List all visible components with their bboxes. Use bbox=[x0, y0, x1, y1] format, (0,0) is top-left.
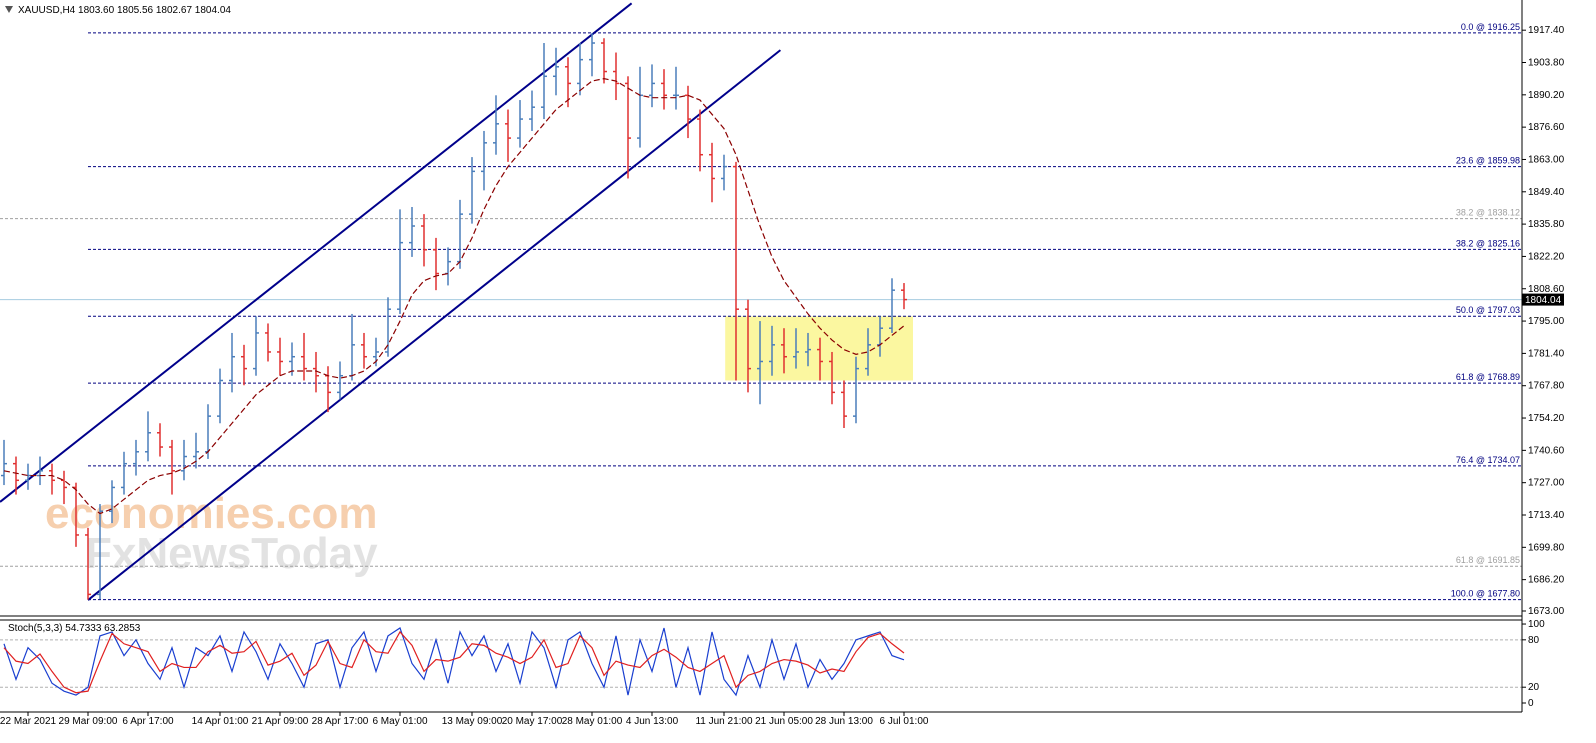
y-tick-label: 1686.20 bbox=[1528, 575, 1565, 586]
x-tick-label: 21 Apr 09:00 bbox=[252, 716, 309, 727]
x-tick-label: 11 Jun 21:00 bbox=[695, 716, 753, 727]
y-tick-label: 1835.80 bbox=[1528, 219, 1565, 230]
chart-title: XAUUSD,H4 1803.60 1805.56 1802.67 1804.0… bbox=[18, 5, 231, 16]
y-tick-label: 1767.80 bbox=[1528, 381, 1565, 392]
y-tick-label: 1849.40 bbox=[1528, 187, 1565, 198]
watermark: FxNewsToday bbox=[85, 529, 378, 578]
stochastic-line bbox=[3, 627, 905, 697]
y-tick-label: 0 bbox=[1528, 698, 1534, 709]
x-tick-label: 28 Jun 13:00 bbox=[815, 716, 873, 727]
x-tick-label: 28 May 01:00 bbox=[562, 716, 623, 727]
y-tick-label: 20 bbox=[1528, 682, 1540, 693]
y-tick-label: 1863.00 bbox=[1528, 154, 1565, 165]
symbol-icon bbox=[5, 6, 13, 13]
channel-line bbox=[0, 2, 633, 503]
x-tick-label: 6 Apr 17:00 bbox=[122, 716, 174, 727]
axes: 1917.40 1903.80 1890.20 1876.60 1863.00 1849.… bbox=[0, 0, 1565, 716]
zone bbox=[725, 316, 913, 381]
x-tick-label: 21 Jun 05:00 bbox=[755, 716, 813, 727]
current-price-label: 1804.04 bbox=[1525, 295, 1562, 306]
x-tick-label: 14 Apr 01:00 bbox=[192, 716, 249, 727]
fib-label: 100.0 @ 1677.80 bbox=[1451, 589, 1520, 599]
fib-label: 23.6 @ 1859.98 bbox=[1456, 156, 1520, 166]
y-tick-label: 1808.60 bbox=[1528, 284, 1565, 295]
y-tick-label: 80 bbox=[1528, 635, 1540, 646]
y-tick-label: 1754.20 bbox=[1528, 413, 1565, 424]
y-tick-label: 100 bbox=[1528, 619, 1545, 630]
y-tick-label: 1673.00 bbox=[1528, 606, 1565, 617]
fib-label: 61.8 @ 1691.85 bbox=[1456, 555, 1520, 565]
y-tick-label: 1890.20 bbox=[1528, 90, 1565, 101]
x-tick-label: 6 Jul 01:00 bbox=[880, 716, 929, 727]
y-tick-label: 1713.40 bbox=[1528, 510, 1565, 521]
current-price-box bbox=[1522, 293, 1564, 306]
moving-average bbox=[3, 78, 905, 515]
y-tick-label: 1699.80 bbox=[1528, 542, 1565, 553]
x-tick-label: 4 Jun 13:00 bbox=[626, 716, 679, 727]
y-tick-label: 1727.00 bbox=[1528, 478, 1565, 489]
y-tick-label: 1795.00 bbox=[1528, 316, 1565, 327]
y-tick-label: 1740.60 bbox=[1528, 445, 1565, 456]
x-tick-label: 6 May 01:00 bbox=[372, 716, 427, 727]
x-tick-label: 13 May 09:00 bbox=[442, 716, 503, 727]
x-tick-label: 22 Mar 2021 bbox=[0, 716, 57, 727]
stochastic-line bbox=[3, 630, 905, 694]
y-tick-label: 1903.80 bbox=[1528, 58, 1565, 69]
fib-label: 76.4 @ 1734.07 bbox=[1456, 455, 1520, 465]
fib-label: 0.0 @ 1916.25 bbox=[1461, 22, 1520, 32]
fib-label: 38.2 @ 1825.16 bbox=[1456, 238, 1520, 248]
x-tick-label: 20 May 17:00 bbox=[502, 716, 563, 727]
stochastic-plot bbox=[0, 627, 1522, 697]
y-tick-label: 1781.40 bbox=[1528, 348, 1565, 359]
main-plot bbox=[0, 2, 1522, 601]
y-tick-label: 1876.60 bbox=[1528, 122, 1565, 133]
channel-line bbox=[87, 49, 782, 601]
x-tick-label: 29 Mar 09:00 bbox=[59, 716, 118, 727]
fib-label: 50.0 @ 1797.03 bbox=[1456, 305, 1520, 315]
fib-label: 61.8 @ 1768.89 bbox=[1456, 372, 1520, 382]
x-tick-label: 28 Apr 17:00 bbox=[312, 716, 369, 727]
indicator-title: Stoch(5,3,3) 54.7333 63.2853 bbox=[8, 623, 141, 634]
y-tick-label: 1822.20 bbox=[1528, 251, 1565, 262]
fib-label: 38.2 @ 1838.12 bbox=[1456, 208, 1520, 218]
y-tick-label: 1917.40 bbox=[1528, 25, 1565, 36]
